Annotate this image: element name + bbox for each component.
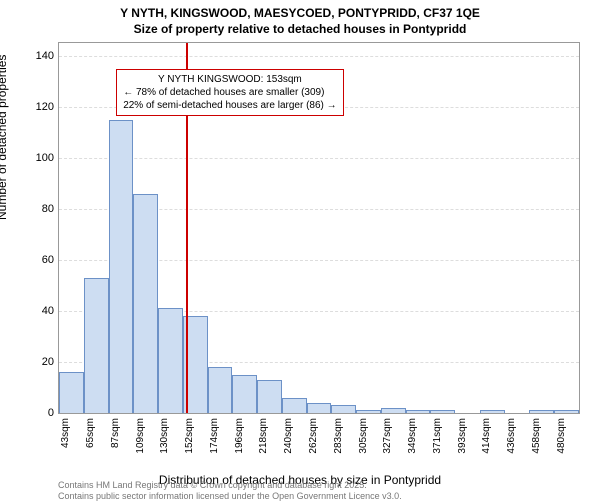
annotation-line: ← 78% of detached houses are smaller (30… (123, 86, 336, 99)
chart-title: Y NYTH, KINGSWOOD, MAESYCOED, PONTYPRIDD… (0, 0, 600, 37)
x-tick: 305sqm (358, 418, 369, 454)
y-tick: 120 (24, 101, 54, 113)
x-tick: 262sqm (308, 418, 319, 454)
histogram-bar (84, 278, 109, 413)
title-line-2: Size of property relative to detached ho… (0, 22, 600, 38)
attribution-footer: Contains HM Land Registry data © Crown c… (58, 480, 402, 502)
y-tick: 60 (24, 254, 54, 266)
x-tick: 371sqm (432, 418, 443, 454)
x-tick: 458sqm (531, 418, 542, 454)
x-tick: 414sqm (481, 418, 492, 454)
histogram-bar (307, 403, 332, 413)
y-tick: 0 (24, 407, 54, 419)
x-tick: 393sqm (457, 418, 468, 454)
histogram-bar (133, 194, 158, 413)
plot-area: 02040608010012014043sqm65sqm87sqm109sqm1… (58, 42, 580, 414)
histogram-bar (430, 410, 455, 413)
y-tick: 80 (24, 203, 54, 215)
x-tick: 349sqm (407, 418, 418, 454)
x-tick: 174sqm (209, 418, 220, 454)
x-tick: 43sqm (60, 418, 71, 448)
x-tick: 87sqm (110, 418, 121, 448)
histogram-bar (158, 308, 183, 413)
y-axis-label: Number of detached properties (0, 55, 9, 220)
histogram-bar (208, 367, 233, 413)
x-tick: 109sqm (135, 418, 146, 454)
histogram-bar (480, 410, 505, 413)
y-tick: 140 (24, 50, 54, 62)
histogram-bar (356, 410, 381, 413)
x-tick: 480sqm (556, 418, 567, 454)
y-tick: 40 (24, 305, 54, 317)
histogram-bar (232, 375, 257, 413)
x-tick: 152sqm (184, 418, 195, 454)
x-tick: 436sqm (506, 418, 517, 454)
annotation-line: Y NYTH KINGSWOOD: 153sqm (123, 73, 336, 86)
grid-line (59, 158, 579, 159)
histogram-bar (381, 408, 406, 413)
x-tick: 283sqm (333, 418, 344, 454)
x-tick: 65sqm (85, 418, 96, 448)
histogram-chart: Y NYTH, KINGSWOOD, MAESYCOED, PONTYPRIDD… (0, 0, 600, 500)
y-tick: 100 (24, 152, 54, 164)
histogram-bar (282, 398, 307, 413)
y-tick: 20 (24, 356, 54, 368)
histogram-bar (529, 410, 554, 413)
x-tick: 327sqm (382, 418, 393, 454)
x-tick: 218sqm (258, 418, 269, 454)
histogram-bar (109, 120, 134, 413)
histogram-bar (257, 380, 282, 413)
histogram-bar (59, 372, 84, 413)
histogram-bar (406, 410, 431, 413)
histogram-bar (554, 410, 579, 413)
footer-line-2: Contains public sector information licen… (58, 491, 402, 502)
x-tick: 130sqm (159, 418, 170, 454)
footer-line-1: Contains HM Land Registry data © Crown c… (58, 480, 402, 491)
histogram-bar (331, 405, 356, 413)
annotation-line: 22% of semi-detached houses are larger (… (123, 99, 336, 112)
x-tick: 240sqm (283, 418, 294, 454)
annotation-box: Y NYTH KINGSWOOD: 153sqm← 78% of detache… (116, 69, 343, 116)
title-line-1: Y NYTH, KINGSWOOD, MAESYCOED, PONTYPRIDD… (0, 6, 600, 22)
grid-line (59, 56, 579, 57)
x-tick: 196sqm (234, 418, 245, 454)
